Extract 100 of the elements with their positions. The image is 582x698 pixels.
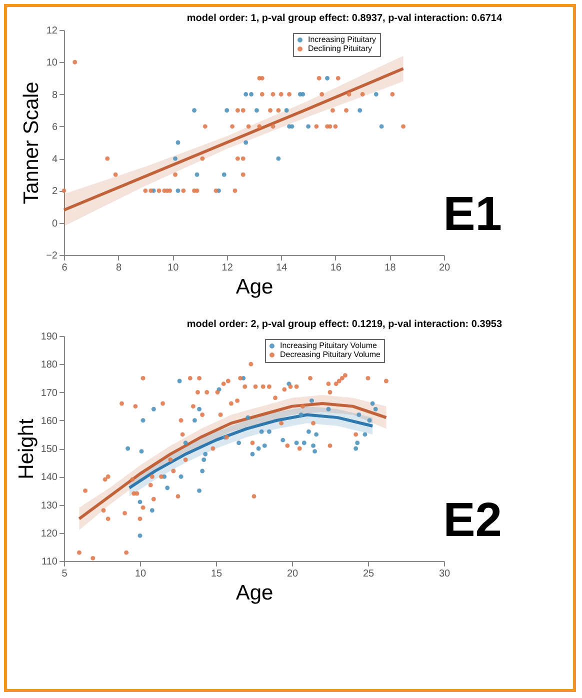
point (240, 156, 246, 161)
x-tick-label: 20 (286, 568, 298, 580)
point (300, 92, 306, 97)
point (257, 124, 262, 129)
y-tick-label: 4 (52, 154, 58, 166)
x-axis-title: Age (236, 582, 274, 604)
point (202, 124, 208, 129)
point (278, 92, 284, 97)
point (156, 188, 162, 193)
y-tick-label: 150 (40, 444, 58, 455)
point (379, 124, 384, 129)
y-tick-label: 10 (46, 58, 58, 69)
point (254, 108, 259, 113)
point (306, 429, 311, 434)
line-series (128, 413, 374, 490)
point (62, 188, 66, 193)
x-tick-label: 10 (168, 262, 180, 274)
annotation: E1 (443, 188, 502, 241)
point (373, 406, 378, 412)
legend-label: Declining Pituitary (308, 44, 372, 53)
point (230, 124, 235, 129)
y-tick-label: 2 (52, 186, 58, 198)
point (262, 443, 267, 448)
x-tick-label: 16 (330, 262, 342, 274)
point (192, 108, 197, 113)
point (197, 406, 202, 412)
point (330, 108, 335, 113)
point (194, 172, 200, 177)
point (344, 108, 349, 113)
y-tick-label: 120 (40, 528, 58, 540)
point (302, 440, 306, 446)
point (138, 533, 142, 538)
point (192, 418, 197, 423)
point (312, 449, 318, 454)
point (72, 60, 78, 64)
point (333, 124, 338, 129)
point (236, 440, 242, 446)
y-tick-label: −2 (46, 250, 58, 262)
point (113, 172, 118, 177)
x-tick-label: 14 (276, 262, 288, 274)
point (240, 108, 246, 113)
legend-label: Increasing Pituitary Volume (280, 341, 378, 350)
point (232, 188, 238, 193)
point (140, 418, 146, 423)
y-tick-label: 170 (40, 388, 58, 399)
point (240, 172, 246, 177)
point (355, 440, 360, 446)
point (202, 458, 206, 462)
point (176, 188, 180, 193)
point (256, 446, 261, 451)
chart-title: model order: 1, p-val group effect: 0.8937, p-val interaction: 0.6714 (186, 13, 502, 24)
y-tick-label: 110 (42, 556, 58, 568)
point (224, 108, 230, 113)
x-tick-label: 15 (210, 568, 222, 580)
point (270, 124, 276, 129)
y-tick-label: 140 (40, 472, 58, 484)
x-tick-label: 8 (116, 262, 122, 274)
point (328, 124, 332, 129)
point (203, 452, 208, 456)
point (173, 172, 178, 177)
point (200, 156, 205, 161)
point (246, 124, 251, 129)
point (177, 378, 182, 384)
chart-title: model order: 2, p-val group effect: 0.1219, p-val interaction: 0.3953 (186, 319, 502, 330)
point (168, 188, 172, 193)
point (290, 124, 294, 129)
point (270, 92, 276, 97)
point (284, 108, 289, 113)
y-tick-label: 190 (40, 332, 58, 342)
point (356, 412, 362, 417)
point (287, 92, 292, 97)
point (151, 406, 156, 412)
point (138, 500, 142, 504)
point (362, 432, 368, 437)
point (176, 140, 180, 145)
x-tick-label: 12 (222, 262, 234, 274)
point (336, 76, 340, 80)
point (311, 443, 316, 448)
point (150, 508, 154, 513)
line-series (62, 67, 405, 212)
point (181, 188, 186, 193)
x-tick-label: 5 (62, 568, 68, 580)
point (139, 449, 144, 454)
point (370, 401, 375, 406)
point (250, 452, 255, 456)
point (354, 446, 358, 451)
point (346, 92, 352, 97)
point (148, 188, 154, 193)
point (246, 415, 250, 420)
point (178, 474, 184, 479)
y-tick-label: 160 (40, 416, 58, 427)
point (143, 188, 148, 193)
point (266, 429, 272, 434)
point (249, 92, 254, 97)
y-axis-title: Tanner Scale (20, 82, 44, 204)
point (105, 156, 110, 161)
point (222, 172, 226, 177)
point (401, 124, 406, 129)
point (360, 92, 365, 97)
point (326, 406, 331, 412)
